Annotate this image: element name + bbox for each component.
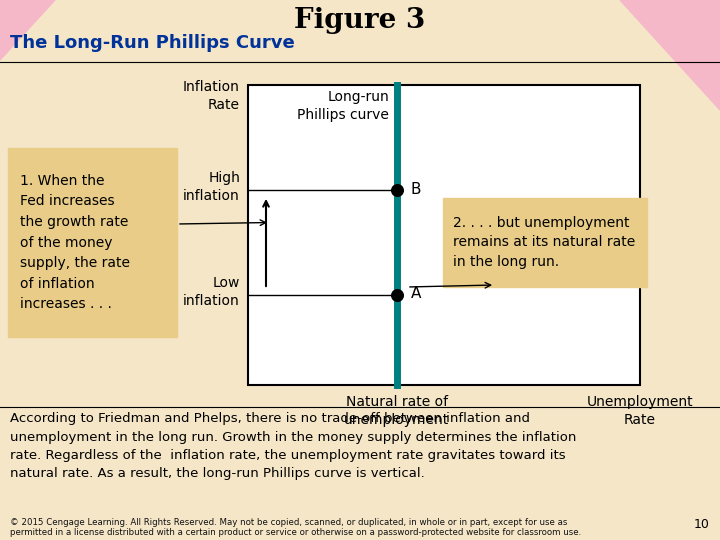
Text: According to Friedman and Phelps, there is no trade-off between inflation and
un: According to Friedman and Phelps, there … <box>10 412 577 481</box>
Text: B: B <box>411 181 421 197</box>
Polygon shape <box>0 0 55 60</box>
Text: Low
inflation: Low inflation <box>184 276 240 308</box>
Text: 10: 10 <box>694 518 710 531</box>
Text: The Long-Run Phillips Curve: The Long-Run Phillips Curve <box>10 34 294 52</box>
Text: Inflation
Rate: Inflation Rate <box>183 80 240 112</box>
Text: 1. When the
Fed increases
the growth rate
of the money
supply, the rate
of infla: 1. When the Fed increases the growth rat… <box>20 174 130 311</box>
Text: © 2015 Cengage Learning. All Rights Reserved. May not be copied, scanned, or dup: © 2015 Cengage Learning. All Rights Rese… <box>10 518 581 537</box>
Polygon shape <box>620 0 720 110</box>
FancyBboxPatch shape <box>248 85 640 385</box>
Text: A: A <box>411 287 421 301</box>
Text: Long-run
Phillips curve: Long-run Phillips curve <box>297 90 389 123</box>
FancyBboxPatch shape <box>8 148 177 337</box>
Text: High
inflation: High inflation <box>184 171 240 203</box>
Text: Unemployment
Rate: Unemployment Rate <box>587 395 693 427</box>
Text: 2. . . . but unemployment
remains at its natural rate
in the long run.: 2. . . . but unemployment remains at its… <box>453 216 635 269</box>
FancyBboxPatch shape <box>443 198 647 287</box>
Point <box>391 291 402 299</box>
Point <box>391 186 402 194</box>
Text: Natural rate of
unemployment: Natural rate of unemployment <box>344 395 449 427</box>
Text: Figure 3: Figure 3 <box>294 6 426 33</box>
